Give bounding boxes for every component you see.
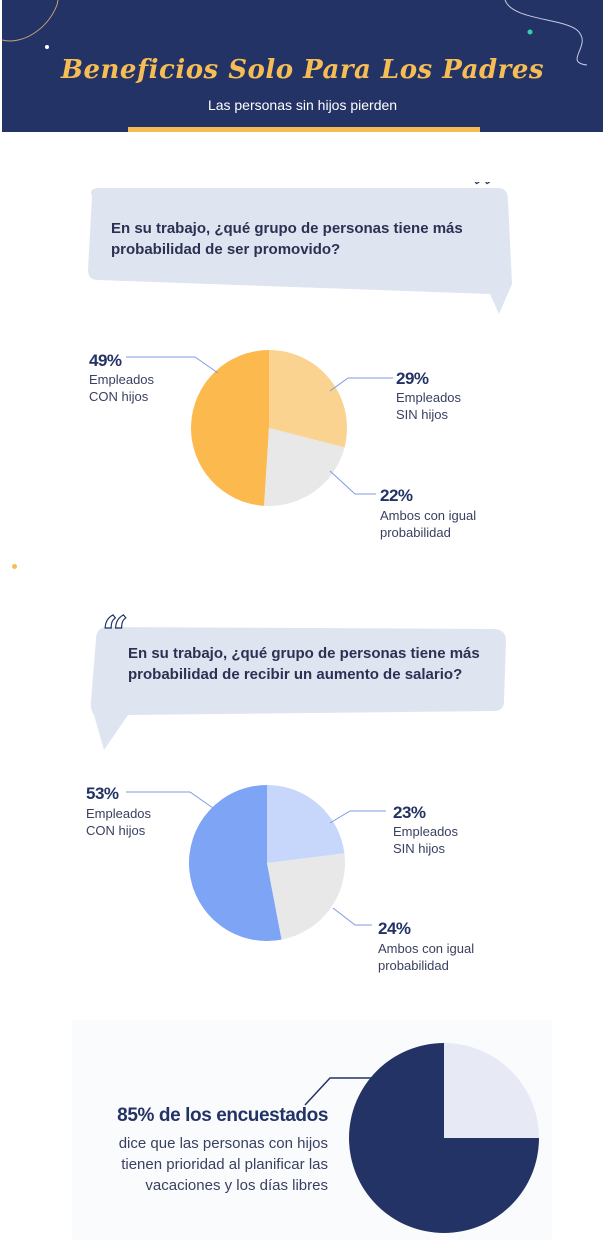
pie1-slice-2 [191, 350, 269, 506]
pie-chart-salary [126, 785, 386, 941]
pie1-sin-label-1: Empleados [396, 390, 462, 405]
pie2-slice-0 [267, 785, 345, 863]
pie2-slice-2 [189, 785, 282, 941]
title-underline [128, 127, 480, 132]
pie2-sin-label-1: Empleados [393, 824, 459, 839]
pie1-con-label-2: CON hijos [89, 389, 149, 404]
pie2-ambos-label-2: probabilidad [378, 958, 449, 973]
pie-chart-vacation [304, 1043, 539, 1233]
stat-headline: 85% de los encuestados [117, 1105, 328, 1126]
pie1-ambos-label-1: Ambos con igual [380, 508, 477, 523]
pie1-ambos-pct: 22% [380, 486, 413, 505]
pie3-slice-0 [444, 1043, 539, 1138]
pie1-ambos-label-2: probabilidad [380, 525, 451, 540]
stat-description-1: dice que las personas con hijos [118, 1135, 328, 1152]
pie2-con-pct: 53% [86, 784, 119, 803]
pie1-sin-pct: 29% [396, 369, 429, 388]
question-1-text: En su trabajo, ¿qué grupo de personas ti… [111, 220, 463, 258]
pie2-con-label-2: CON hijos [86, 823, 146, 838]
pie2-con-label-1: Empleados [86, 806, 152, 821]
question-2-text: En su trabajo, ¿qué grupo de personas ti… [128, 645, 480, 683]
pie2-sin-label-2: SIN hijos [393, 841, 446, 856]
pie-chart-promotion [126, 350, 393, 506]
pie1-slice-1 [264, 428, 345, 506]
pie1-con-pct: 49% [89, 351, 122, 370]
page-subtitle: Las personas sin hijos pierden [207, 97, 398, 113]
quote-icon: “ [102, 606, 128, 660]
header-banner [2, 0, 603, 132]
pie2-ambos-pct: 24% [378, 919, 411, 938]
quote-icon: ” [472, 182, 498, 215]
pie1-sin-label-2: SIN hijos [396, 407, 449, 422]
question-bubble-1: ” [88, 182, 512, 314]
header-decoration [2, 0, 588, 66]
pie1-con-label-1: Empleados [89, 372, 155, 387]
question-bubble-2: “ [90, 605, 507, 750]
page-title: Beneficios Solo Para Los Padres [60, 55, 545, 85]
pie2-slice-1 [267, 853, 345, 940]
stat-description-3: vacaciones y los días libres [145, 1177, 328, 1194]
decorative-dot [12, 564, 17, 569]
stat-description-2: tienen prioridad al planificar las [121, 1156, 328, 1173]
pie2-ambos-label-1: Ambos con igual [378, 941, 475, 956]
pie1-slice-0 [269, 350, 348, 448]
pie2-sin-pct: 23% [393, 803, 426, 822]
